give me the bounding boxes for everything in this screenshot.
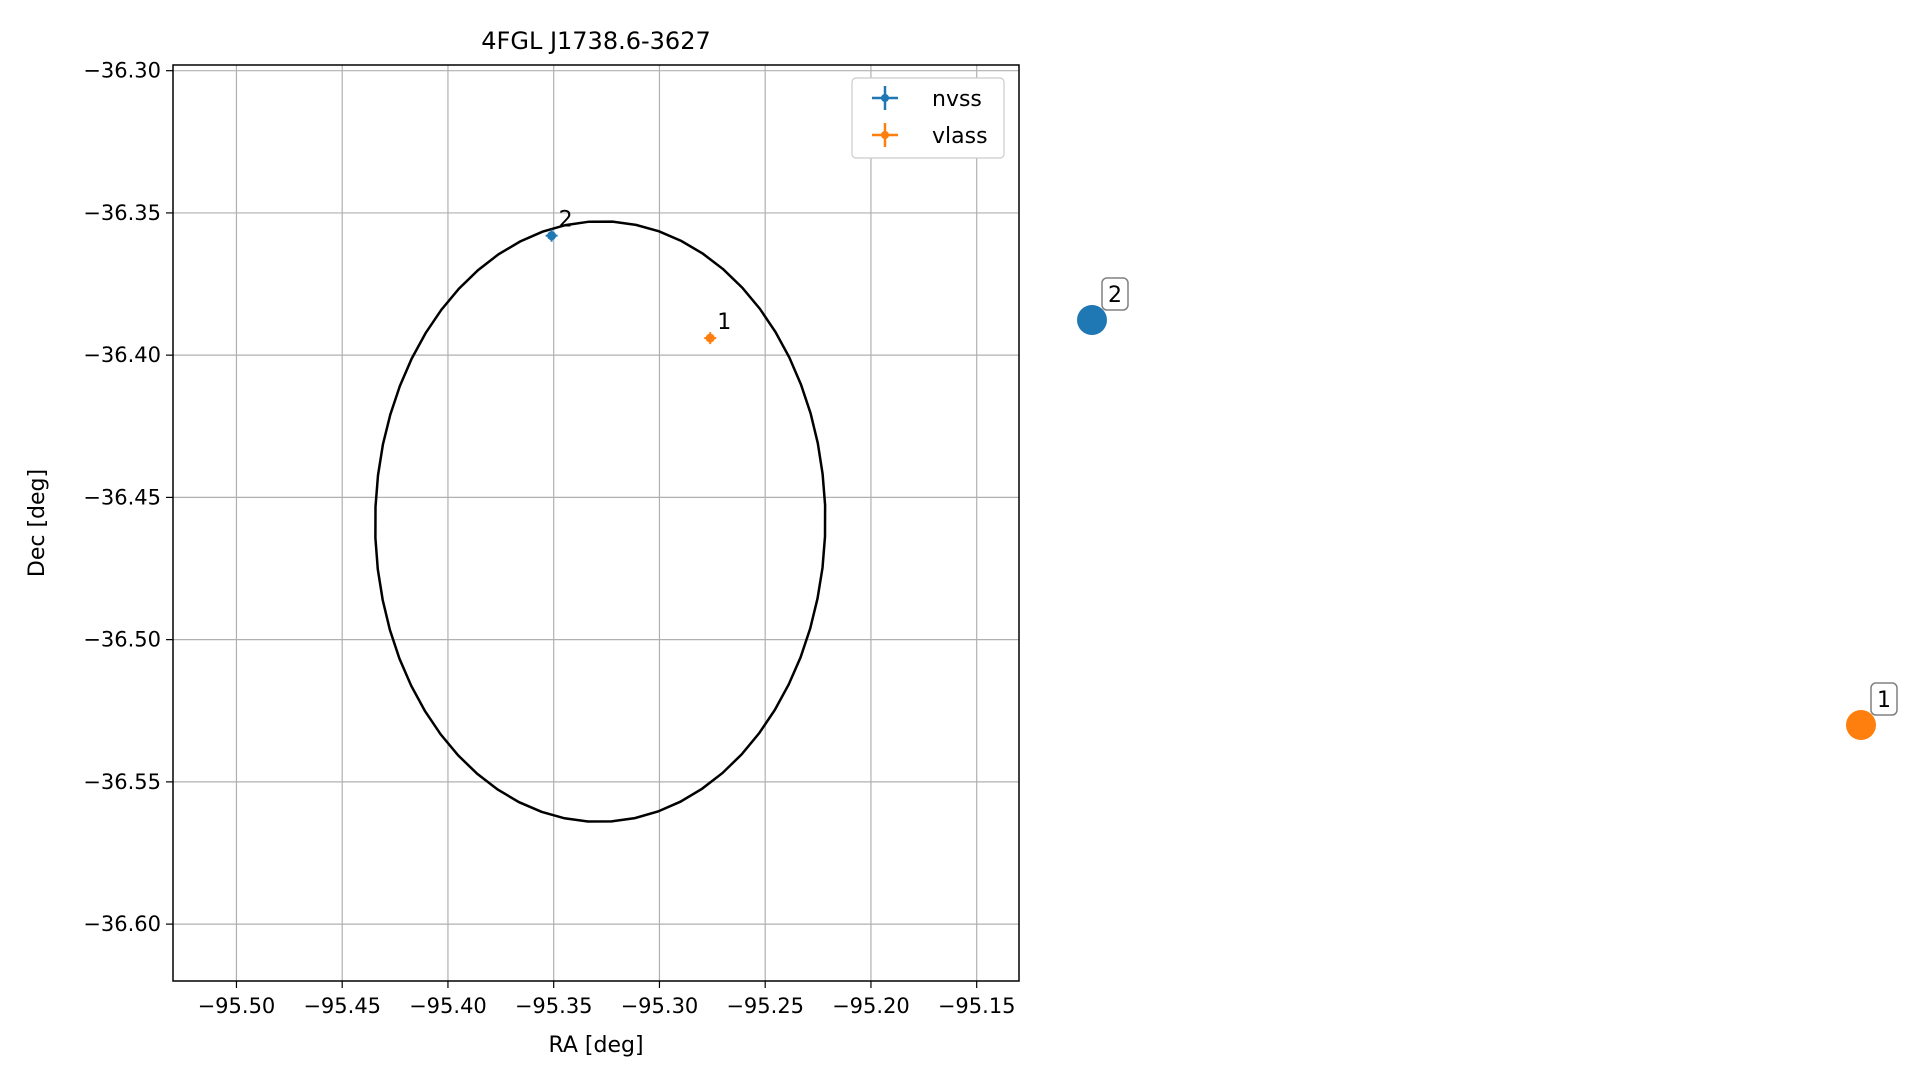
x-tick-label: −95.40: [409, 994, 487, 1018]
chart-title: 4FGL J1738.6-3627: [481, 27, 710, 55]
x-tick-label: −95.25: [726, 994, 804, 1018]
y-axis-label: Dec [deg]: [25, 469, 50, 577]
x-axis-label: RA [deg]: [548, 1033, 643, 1058]
y-tick-label: −36.35: [83, 201, 161, 225]
error-ellipse: [374, 220, 827, 823]
side-marker-dot: [1077, 305, 1107, 335]
x-tick-label: −95.35: [515, 994, 593, 1018]
vlass-point: [705, 333, 715, 343]
legend: nvss vlass: [851, 77, 1005, 159]
error-ellipse-layer: [374, 220, 827, 823]
y-tick-label: −36.50: [83, 628, 161, 652]
legend-swatch-dot: [881, 94, 889, 102]
side-marker-label-box: [1101, 277, 1129, 311]
plot-frame: [172, 64, 1020, 982]
x-tick-label: −95.45: [303, 994, 381, 1018]
side-markers: 21: [1077, 277, 1898, 740]
side-marker-dot: [1846, 710, 1876, 740]
grid: [173, 65, 1019, 981]
nvss-point: [547, 231, 557, 241]
y-tick-label: −36.55: [83, 770, 161, 794]
nvss-point-label: 2: [559, 208, 573, 233]
y-tick-label: −36.60: [83, 912, 161, 936]
side-marker-label: 1: [1877, 688, 1891, 713]
y-tick-label: −36.30: [83, 59, 161, 83]
x-tick-label: −95.20: [832, 994, 910, 1018]
x-axis-ticks: −95.50 −95.45 −95.40 −95.35 −95.30 −95.25 −95.…: [198, 981, 1016, 1018]
x-tick-label: −95.50: [198, 994, 276, 1018]
data-points-layer: 21: [545, 208, 731, 345]
legend-label: nvss: [932, 87, 982, 112]
y-tick-label: −36.45: [83, 485, 161, 509]
y-axis-ticks: −36.30 −36.35 −36.40 −36.45 −36.50 −36.55 −36.…: [83, 59, 173, 936]
vlass-point-label: 1: [717, 310, 731, 335]
side-marker-label: 2: [1108, 283, 1122, 308]
side-marker-label-box: [1870, 682, 1898, 716]
legend-swatch-dot: [881, 131, 889, 139]
legend-label: vlass: [932, 124, 988, 149]
x-tick-label: −95.30: [621, 994, 699, 1018]
y-tick-label: −36.40: [83, 343, 161, 367]
x-tick-label: −95.15: [938, 994, 1016, 1018]
